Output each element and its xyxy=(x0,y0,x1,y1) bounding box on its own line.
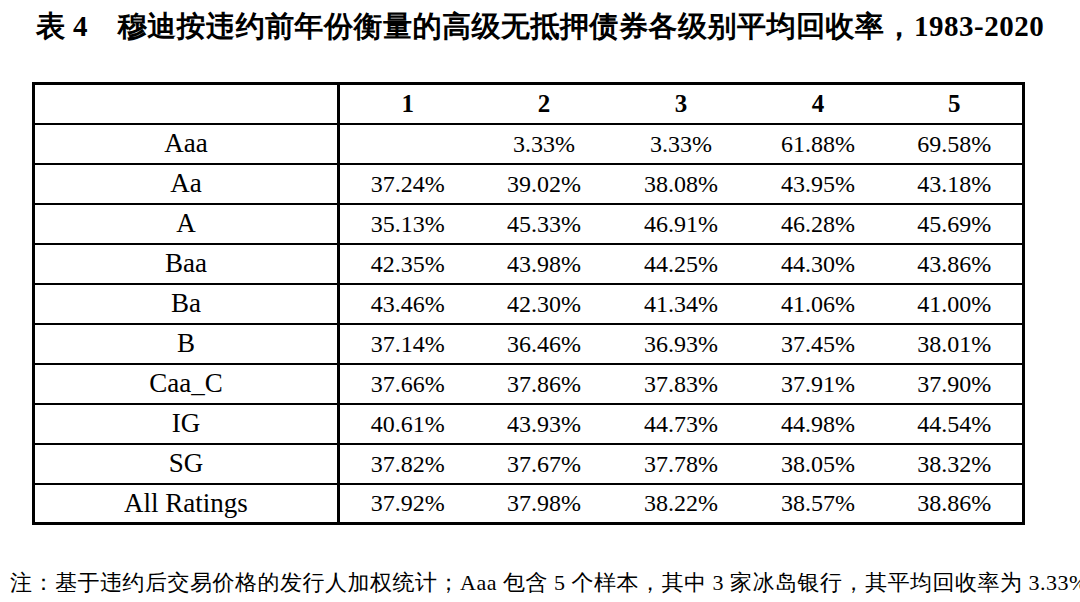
value-cell: 37.86% xyxy=(476,364,613,404)
table-row: All Ratings37.92%37.98%38.22%38.57%38.86… xyxy=(34,484,1024,524)
row-label: IG xyxy=(34,404,339,444)
row-label: B xyxy=(34,324,339,364)
value-cell: 38.57% xyxy=(750,484,887,524)
value-cell: 43.93% xyxy=(476,404,613,444)
corner-cell xyxy=(34,84,339,124)
value-cell: 37.45% xyxy=(750,324,887,364)
row-label: All Ratings xyxy=(34,484,339,524)
table-row: B37.14%36.46%36.93%37.45%38.01% xyxy=(34,324,1024,364)
value-cell: 45.69% xyxy=(887,204,1024,244)
value-cell: 44.25% xyxy=(613,244,750,284)
value-cell: 45.33% xyxy=(476,204,613,244)
value-cell: 44.98% xyxy=(750,404,887,444)
value-cell: 44.73% xyxy=(613,404,750,444)
value-cell: 41.06% xyxy=(750,284,887,324)
table-row: SG37.82%37.67%37.78%38.05%38.32% xyxy=(34,444,1024,484)
value-cell: 3.33% xyxy=(476,124,613,164)
column-header-2: 2 xyxy=(476,84,613,124)
value-cell: 37.66% xyxy=(339,364,476,404)
value-cell: 69.58% xyxy=(887,124,1024,164)
table-row: IG40.61%43.93%44.73%44.98%44.54% xyxy=(34,404,1024,444)
value-cell: 37.78% xyxy=(613,444,750,484)
value-cell: 43.86% xyxy=(887,244,1024,284)
value-cell: 37.82% xyxy=(339,444,476,484)
value-cell: 36.46% xyxy=(476,324,613,364)
recovery-rate-table: 1 2 3 4 5 Aaa3.33%3.33%61.88%69.58%Aa37.… xyxy=(32,82,1025,525)
value-cell: 37.67% xyxy=(476,444,613,484)
value-cell: 38.08% xyxy=(613,164,750,204)
value-cell: 37.14% xyxy=(339,324,476,364)
row-label: A xyxy=(34,204,339,244)
table-row: Baa42.35%43.98%44.25%44.30%43.86% xyxy=(34,244,1024,284)
value-cell: 38.22% xyxy=(613,484,750,524)
value-cell: 43.98% xyxy=(476,244,613,284)
table-row: Aaa3.33%3.33%61.88%69.58% xyxy=(34,124,1024,164)
row-label: Baa xyxy=(34,244,339,284)
table-row: Ba43.46%42.30%41.34%41.06%41.00% xyxy=(34,284,1024,324)
value-cell: 42.35% xyxy=(339,244,476,284)
table-row: Caa_C37.66%37.86%37.83%37.91%37.90% xyxy=(34,364,1024,404)
row-label: Ba xyxy=(34,284,339,324)
column-header-3: 3 xyxy=(613,84,750,124)
value-cell: 44.54% xyxy=(887,404,1024,444)
value-cell: 37.98% xyxy=(476,484,613,524)
table-row: Aa37.24%39.02%38.08%43.95%43.18% xyxy=(34,164,1024,204)
value-cell: 37.92% xyxy=(339,484,476,524)
value-cell: 41.00% xyxy=(887,284,1024,324)
value-cell xyxy=(339,124,476,164)
footnote: 注：基于违约后交易价格的发行人加权统计；Aaa 包含 5 个样本，其中 3 家冰… xyxy=(10,568,1080,598)
value-cell: 37.83% xyxy=(613,364,750,404)
value-cell: 61.88% xyxy=(750,124,887,164)
value-cell: 38.32% xyxy=(887,444,1024,484)
value-cell: 37.90% xyxy=(887,364,1024,404)
row-label: Aaa xyxy=(34,124,339,164)
value-cell: 37.91% xyxy=(750,364,887,404)
document-page: 表 4 穆迪按违约前年份衡量的高级无抵押债券各级别平均回收率，1983-2020… xyxy=(0,0,1080,602)
value-cell: 41.34% xyxy=(613,284,750,324)
value-cell: 43.46% xyxy=(339,284,476,324)
value-cell: 36.93% xyxy=(613,324,750,364)
table-title: 表 4 穆迪按违约前年份衡量的高级无抵押债券各级别平均回收率，1983-2020 xyxy=(0,0,1080,47)
column-header-4: 4 xyxy=(750,84,887,124)
row-label: SG xyxy=(34,444,339,484)
row-label: Caa_C xyxy=(34,364,339,404)
value-cell: 44.30% xyxy=(750,244,887,284)
column-header-1: 1 xyxy=(339,84,476,124)
value-cell: 39.02% xyxy=(476,164,613,204)
column-header-5: 5 xyxy=(887,84,1024,124)
value-cell: 43.95% xyxy=(750,164,887,204)
value-cell: 46.28% xyxy=(750,204,887,244)
value-cell: 35.13% xyxy=(339,204,476,244)
header-row: 1 2 3 4 5 xyxy=(34,84,1024,124)
value-cell: 3.33% xyxy=(613,124,750,164)
value-cell: 42.30% xyxy=(476,284,613,324)
value-cell: 46.91% xyxy=(613,204,750,244)
table-body: Aaa3.33%3.33%61.88%69.58%Aa37.24%39.02%3… xyxy=(34,124,1024,524)
value-cell: 38.86% xyxy=(887,484,1024,524)
value-cell: 43.18% xyxy=(887,164,1024,204)
row-label: Aa xyxy=(34,164,339,204)
value-cell: 38.05% xyxy=(750,444,887,484)
table-row: A35.13%45.33%46.91%46.28%45.69% xyxy=(34,204,1024,244)
value-cell: 38.01% xyxy=(887,324,1024,364)
value-cell: 40.61% xyxy=(339,404,476,444)
value-cell: 37.24% xyxy=(339,164,476,204)
